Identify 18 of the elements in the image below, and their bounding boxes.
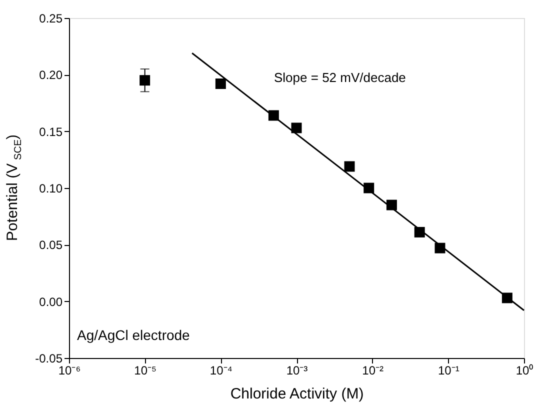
y-tick-label: 0.10 <box>39 182 63 196</box>
y-tick-label: 0.15 <box>39 124 63 139</box>
x-tick-label: 10⁻² <box>362 364 384 378</box>
x-tick-label: 10⁻⁴ <box>210 364 232 378</box>
y-tick-label: 0.05 <box>39 238 63 252</box>
x-axis-title: Chloride Activity (M) <box>230 386 364 402</box>
y-tick-label: -0.05 <box>35 352 63 366</box>
y-tick-label: 0.20 <box>39 68 63 82</box>
annotation: Slope = 52 mV/decade <box>274 70 406 85</box>
annotation: Ag/AgCl electrode <box>77 327 190 343</box>
y-tick-label: 0.25 <box>39 12 63 26</box>
y-tick-label: 0.00 <box>39 294 63 309</box>
x-tick-label: 10⁻⁵ <box>134 364 157 378</box>
y-axis-title: Potential (VSCE) <box>4 134 24 241</box>
x-tick-label: 10⁻³ <box>286 364 308 378</box>
x-tick-label: 10⁻⁶ <box>58 364 81 378</box>
x-tick-label: 10⁻¹ <box>438 364 460 378</box>
x-tick-label: 10⁰ <box>516 364 534 378</box>
